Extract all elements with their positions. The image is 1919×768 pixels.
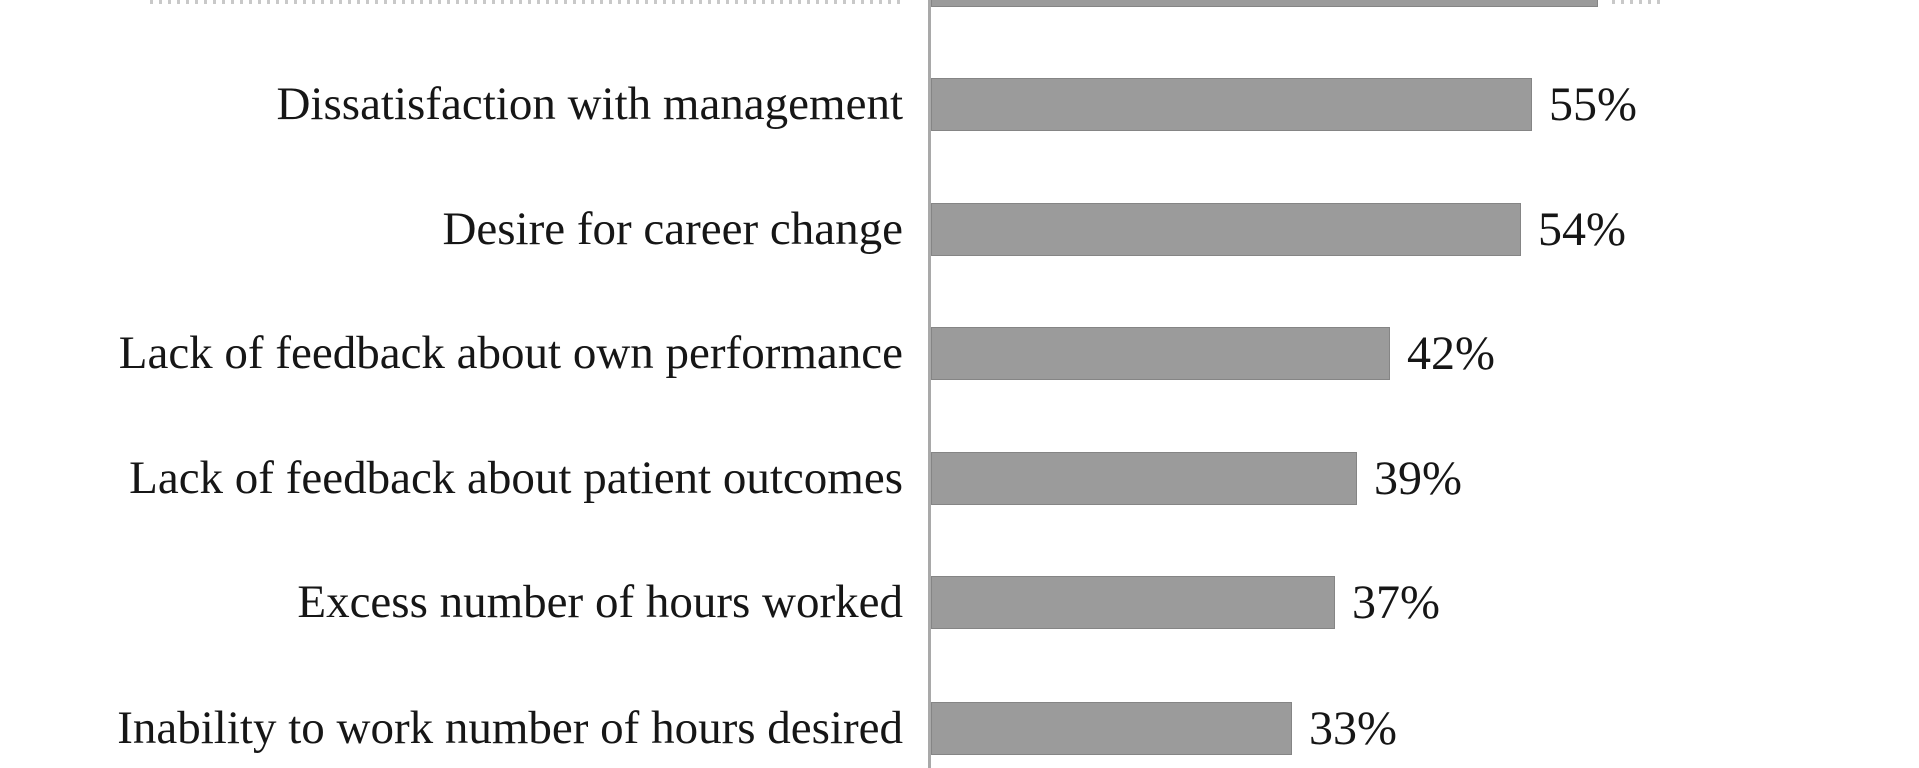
- category-label: Desire for career change: [442, 203, 903, 255]
- bar: [931, 702, 1292, 755]
- value-label: 37%: [1352, 576, 1440, 629]
- bar: [931, 203, 1521, 256]
- category-label: Lack of feedback about own performance: [118, 327, 903, 379]
- cropped-label-text-remnant: [150, 0, 900, 4]
- bar-row-cropped: [0, 0, 1919, 7]
- bar: [931, 452, 1357, 505]
- bar: [931, 78, 1532, 131]
- bar-row: Inability to work number of hours desire…: [0, 702, 1919, 755]
- bar-row: Lack of feedback about own performance 4…: [0, 327, 1919, 380]
- value-label: 55%: [1549, 78, 1637, 131]
- category-axis-line: [928, 0, 931, 768]
- value-label: 42%: [1407, 327, 1495, 380]
- bar: [931, 576, 1335, 629]
- category-label: Dissatisfaction with management: [276, 78, 903, 130]
- bar-row: Desire for career change 54%: [0, 203, 1919, 256]
- cropped-value-text-remnant: [1612, 0, 1664, 4]
- category-label: Lack of feedback about patient outcomes: [129, 452, 903, 504]
- value-label: 54%: [1538, 203, 1626, 256]
- value-label: 39%: [1374, 452, 1462, 505]
- bar-row: Lack of feedback about patient outcomes …: [0, 452, 1919, 505]
- bar: [931, 0, 1598, 7]
- category-label: Excess number of hours worked: [297, 576, 903, 628]
- category-label: Inability to work number of hours desire…: [117, 702, 903, 754]
- category-label: [0, 0, 903, 7]
- bar-row: Excess number of hours worked 37%: [0, 576, 1919, 629]
- bar-row: Dissatisfaction with management 55%: [0, 78, 1919, 131]
- value-label: 33%: [1309, 702, 1397, 755]
- bar: [931, 327, 1390, 380]
